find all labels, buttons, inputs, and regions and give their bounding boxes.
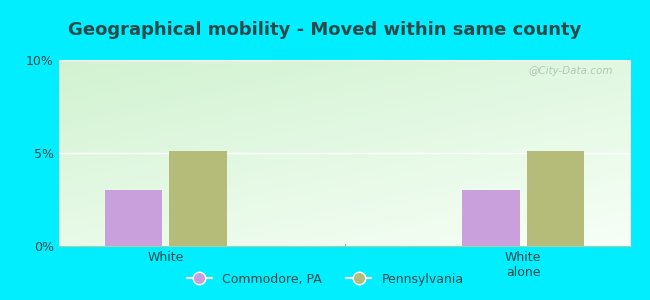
Text: Geographical mobility - Moved within same county: Geographical mobility - Moved within sam… [68,21,582,39]
Bar [169,151,226,246]
Legend: Commodore, PA, Pennsylvania: Commodore, PA, Pennsylvania [181,268,469,291]
Bar [527,151,584,246]
Bar [105,190,162,246]
Text: @City-Data.com: @City-Data.com [529,66,614,76]
Bar [463,190,520,246]
